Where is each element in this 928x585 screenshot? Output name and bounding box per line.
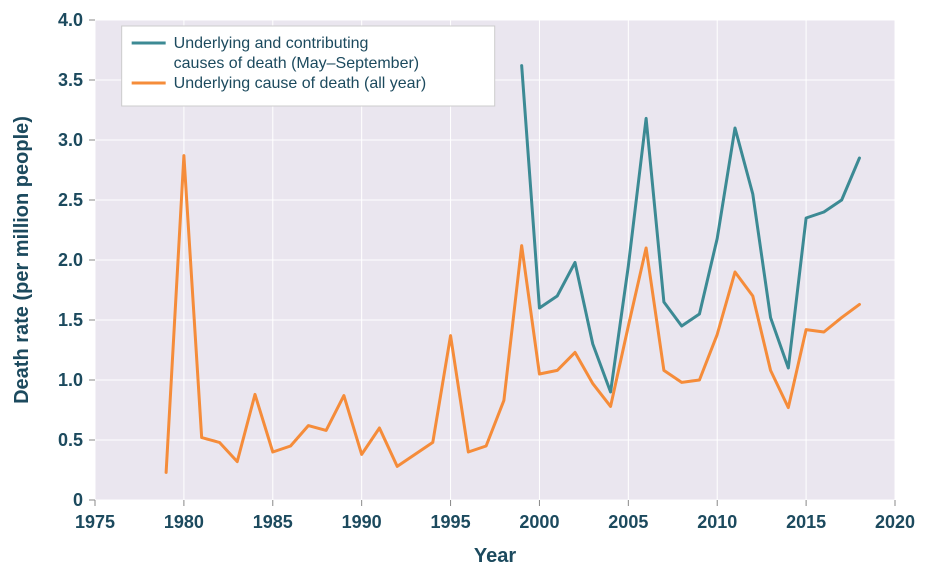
svg-text:2020: 2020 bbox=[875, 512, 915, 532]
svg-text:1.5: 1.5 bbox=[58, 310, 83, 330]
svg-text:2.0: 2.0 bbox=[58, 250, 83, 270]
svg-text:causes of death (May–September: causes of death (May–September) bbox=[174, 55, 419, 72]
svg-text:1995: 1995 bbox=[431, 512, 471, 532]
svg-text:Death rate (per million people: Death rate (per million people) bbox=[11, 116, 33, 404]
svg-text:3.0: 3.0 bbox=[58, 130, 83, 150]
svg-text:3.5: 3.5 bbox=[58, 70, 83, 90]
svg-text:2015: 2015 bbox=[786, 512, 826, 532]
svg-text:0: 0 bbox=[73, 490, 83, 510]
svg-text:1975: 1975 bbox=[75, 512, 115, 532]
svg-text:0.5: 0.5 bbox=[58, 430, 83, 450]
svg-text:1.0: 1.0 bbox=[58, 370, 83, 390]
chart-svg: 1975 1980 1985 1990 1995 2000 2005 2010 2015 2020… bbox=[0, 0, 928, 585]
svg-text:2000: 2000 bbox=[519, 512, 559, 532]
svg-text:Year: Year bbox=[474, 545, 516, 567]
svg-text:4.0: 4.0 bbox=[58, 10, 83, 30]
svg-text:Underlying and contributing: Underlying and contributing bbox=[174, 35, 369, 52]
svg-text:2.5: 2.5 bbox=[58, 190, 83, 210]
svg-text:Underlying cause of death (all: Underlying cause of death (all year) bbox=[174, 75, 427, 92]
svg-text:1990: 1990 bbox=[342, 512, 382, 532]
line-chart: 1975 1980 1985 1990 1995 2000 2005 2010 2015 2020… bbox=[0, 0, 928, 585]
svg-text:2010: 2010 bbox=[697, 512, 737, 532]
svg-text:1980: 1980 bbox=[164, 512, 204, 532]
svg-text:1985: 1985 bbox=[253, 512, 293, 532]
svg-text:2005: 2005 bbox=[608, 512, 648, 532]
